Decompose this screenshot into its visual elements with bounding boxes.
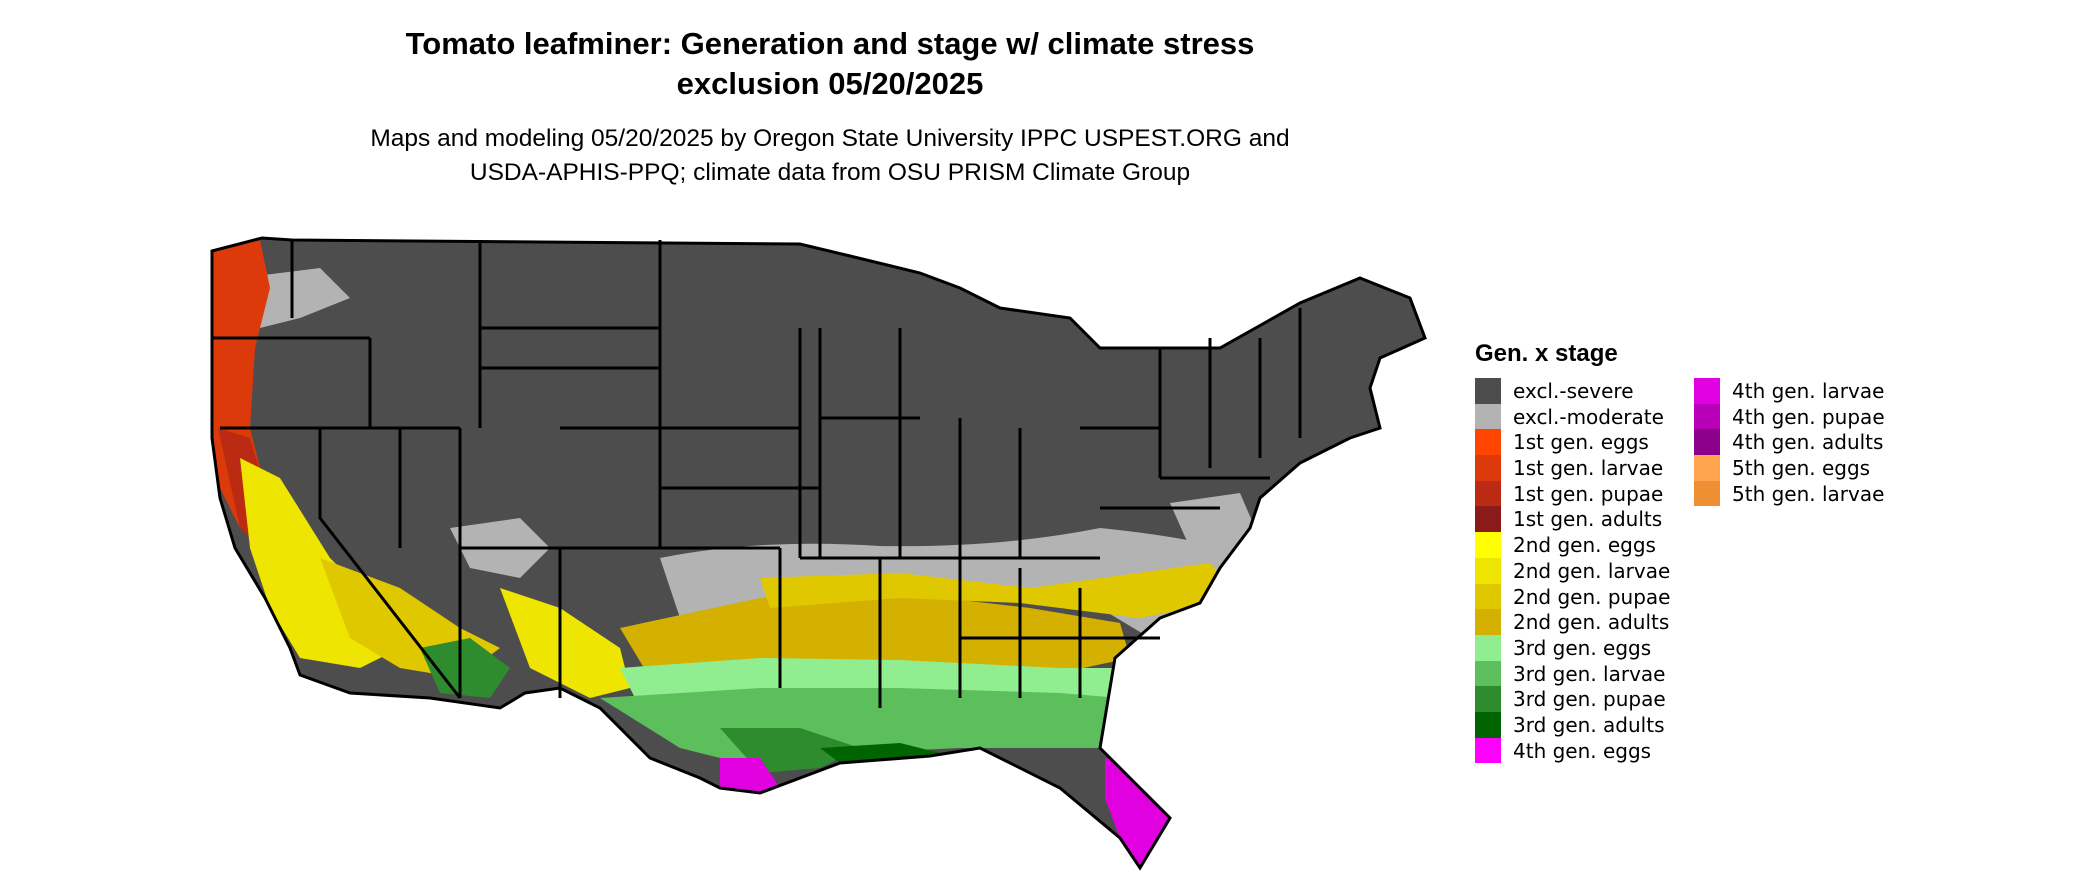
stage-zones (212, 240, 1260, 868)
legend-swatch (1475, 429, 1501, 456)
legend-swatch (1694, 378, 1720, 404)
legend-label: excl.-moderate (1513, 404, 1664, 429)
subtitle-line-2: USDA-APHIS-PPQ; climate data from OSU PR… (469, 159, 1191, 186)
legend-swatch (1694, 403, 1720, 430)
legend-label: 1st gen. pupae (1513, 481, 1664, 506)
legend-label: 3rd gen. larvae (1513, 661, 1666, 686)
zone-2nd-gen-adults-south (620, 593, 1130, 678)
map-title: Tomato leafminer: Generation and stage w… (0, 24, 1660, 104)
legend-label: 1st gen. eggs (1513, 430, 1649, 455)
legend-swatch (1475, 737, 1501, 764)
legend-label: 4th gen. eggs (1513, 738, 1652, 763)
legend-label: 1st gen. adults (1513, 507, 1663, 532)
legend-label: 4th gen. pupae (1732, 404, 1885, 429)
legend-swatch (1475, 532, 1501, 558)
subtitle-line-1: Maps and modeling 05/20/2025 by Oregon S… (370, 125, 1290, 152)
legend-swatch (1475, 506, 1501, 533)
us-outline (210, 236, 1427, 871)
legend-swatch (1475, 634, 1501, 661)
legend-swatch (1694, 429, 1720, 456)
legend-swatch (1475, 686, 1501, 712)
map-subtitle: Maps and modeling 05/20/2025 by Oregon S… (0, 122, 1660, 190)
legend-label: excl.-severe (1513, 379, 1634, 403)
legend-swatch (1475, 583, 1501, 610)
zone-3rd-gen-pupae-arizona (420, 638, 510, 698)
border-lines-central (478, 240, 820, 688)
legend-label: 4th gen. larvae (1732, 379, 1885, 403)
legend-label: 1st gen. larvae (1513, 456, 1664, 481)
border-lines-west (212, 240, 562, 699)
legend-swatch (1475, 480, 1501, 507)
legend-label: 5th gen. eggs (1732, 456, 1871, 481)
legend-swatch (1694, 480, 1720, 507)
border-lines-northeast (1158, 308, 1302, 480)
title-line-2: exclusion 05/20/2025 (676, 66, 984, 101)
legend-title: Gen. x stage (1475, 340, 1618, 367)
legend-swatch (1475, 455, 1501, 481)
legend-label: 2nd gen. adults (1513, 610, 1670, 635)
zone-2nd-gen-arizona (500, 588, 630, 698)
legend-swatch (1475, 660, 1501, 687)
legend-label: 5th gen. larvae (1732, 481, 1885, 506)
legend-label: 3rd gen. pupae (1513, 687, 1666, 712)
border-lines-east (800, 328, 1220, 708)
legend-swatch (1475, 378, 1501, 404)
legend-swatch (1475, 609, 1501, 635)
legend-swatch (1694, 455, 1720, 481)
legend-swatch (1475, 557, 1501, 584)
zone-3rd-gen-larvae-south (600, 688, 1130, 768)
legend-swatch (1475, 711, 1501, 738)
state-boundaries (210, 236, 1427, 871)
map-body (210, 236, 1427, 871)
legend-swatch (1475, 403, 1501, 430)
legend-label: 2nd gen. eggs (1513, 533, 1656, 558)
legend-label: 3rd gen. eggs (1513, 635, 1652, 660)
legend-label: 2nd gen. pupae (1513, 584, 1671, 609)
us-map (210, 236, 1427, 871)
legend-label: 3rd gen. adults (1513, 712, 1665, 737)
legend-label: 4th gen. adults (1732, 430, 1884, 455)
legend-label: 2nd gen. larvae (1513, 558, 1671, 583)
title-line-1: Tomato leafminer: Generation and stage w… (405, 26, 1255, 61)
